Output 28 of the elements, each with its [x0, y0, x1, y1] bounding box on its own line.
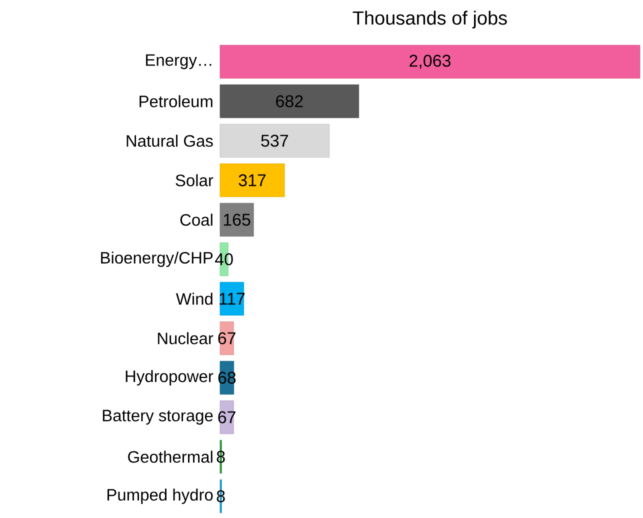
y-tick-label: Battery storage [102, 410, 213, 425]
y-tick-label: Nuclear [158, 332, 214, 344]
bar [220, 124, 330, 158]
data-label: 317 [238, 174, 266, 186]
y-tick-label: Wind [176, 292, 212, 305]
y-tick-label: Pumped hydro [108, 488, 213, 504]
data-label: 165 [224, 214, 250, 226]
bar [220, 321, 234, 356]
y-tick-label: Solar [176, 174, 214, 186]
bar [220, 163, 285, 198]
y-tick-label: Petroleum [140, 95, 212, 108]
data-label: 537 [261, 134, 288, 147]
bar [220, 400, 234, 434]
data-label: 682 [276, 95, 303, 108]
bar [220, 202, 254, 237]
data-label: 2,063 [410, 54, 451, 69]
data-label: 40 [215, 253, 233, 266]
y-tick-label: Energy… [146, 54, 212, 70]
bar [220, 44, 640, 79]
y-tick-label: Bioenergy/CHP [101, 252, 213, 267]
data-label: 67 [218, 332, 236, 344]
y-tick-label: Hydropower [126, 370, 214, 386]
data-label: 67 [218, 411, 236, 424]
y-tick-label: Coal [180, 214, 212, 226]
y-tick-label: Natural Gas [126, 134, 213, 147]
y-tick-label: Geothermal [128, 450, 212, 463]
chart-title: Thousands of jobs [352, 10, 507, 28]
bar [220, 84, 360, 118]
